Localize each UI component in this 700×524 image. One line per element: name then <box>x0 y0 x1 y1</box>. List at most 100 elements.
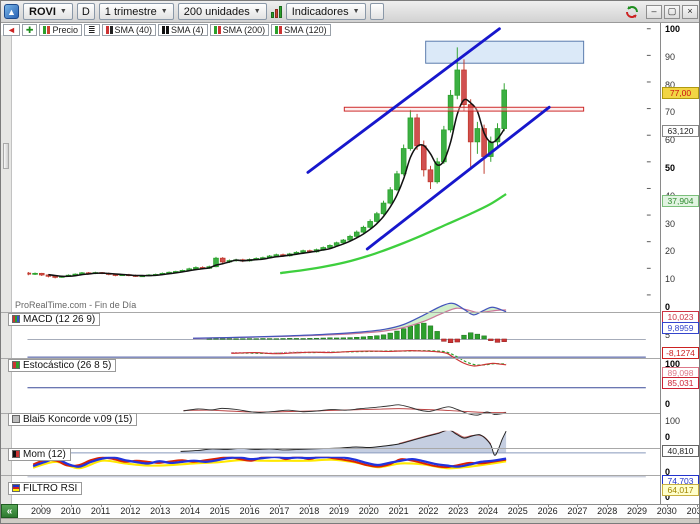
daily-button[interactable]: D <box>76 3 95 20</box>
price-axis-tick: 20 <box>665 246 676 257</box>
timeframe-dropdown[interactable]: 1 trimestre ▼ <box>98 3 174 20</box>
app-icon: ▲ <box>4 4 19 19</box>
x-axis-year-label: 2024 <box>477 506 499 516</box>
koncorde-panel-title: Blai5 Koncorde v.09 (15) <box>23 413 133 425</box>
sma-line-icon <box>275 26 283 34</box>
scroll-back-button[interactable]: « <box>1 504 18 518</box>
list-icon-button[interactable]: ≣ <box>83 24 100 36</box>
list-icon: ≣ <box>87 24 96 35</box>
indicator-axis-tick: 0 <box>665 467 671 477</box>
stochastic-k-line <box>231 350 507 367</box>
koncorde-red-line <box>183 408 507 414</box>
trendline-annotation <box>365 105 551 251</box>
symbol-label: ROVI <box>29 5 56 18</box>
x-axis-tick-mark <box>696 504 698 507</box>
window-controls: – ▢ × <box>624 4 698 20</box>
x-axis-tick-mark <box>279 504 281 507</box>
macd-icon <box>12 315 20 323</box>
main-price-panel <box>27 27 585 279</box>
x-axis-tick-mark <box>249 504 251 507</box>
indicators-dropdown[interactable]: Indicadores ▼ <box>285 3 366 20</box>
x-axis-year-label: 2031 <box>686 506 699 516</box>
sma-legend-chip[interactable]: SMA (40) <box>101 24 157 36</box>
panel-divider[interactable] <box>1 413 660 414</box>
panel-divider[interactable] <box>1 448 660 449</box>
x-axis-year-label: 2015 <box>209 506 230 516</box>
target-box-annotation <box>425 40 585 64</box>
panel-divider[interactable] <box>1 312 660 313</box>
indicator-axis-tick: 0 <box>665 492 671 502</box>
sma200-badge: 37,904 <box>662 195 699 207</box>
units-label: 200 unidades <box>183 5 250 18</box>
koncorde-panel-label[interactable]: Blai5 Koncorde v.09 (15) <box>8 413 138 426</box>
x-axis-tick-mark <box>41 504 42 507</box>
price-axis-tick: 30 <box>665 218 676 229</box>
filtro-rsi-panel-label[interactable]: FILTRO RSI <box>8 482 83 495</box>
panel-divider[interactable] <box>1 358 660 359</box>
x-axis-year-label: 2010 <box>60 506 81 516</box>
x-axis-year-label: 2025 <box>507 506 528 516</box>
x-axis-tick-mark <box>607 504 609 507</box>
x-axis-tick-mark <box>160 504 162 507</box>
sma-legend-label: SMA (40) <box>114 25 153 35</box>
level-badge: 63,120 <box>662 125 699 137</box>
price-legend-chip[interactable]: Precio <box>39 24 82 36</box>
price-axis-column[interactable] <box>660 23 699 504</box>
extra-toolbar-button[interactable] <box>369 3 384 20</box>
x-axis-year-label: 2014 <box>179 506 201 516</box>
close-button[interactable]: × <box>682 4 698 19</box>
chevron-down-icon: ▼ <box>160 8 168 15</box>
x-axis-tick-mark <box>190 504 191 507</box>
x-axis-tick-mark <box>577 504 579 507</box>
price-chart-canvas[interactable] <box>1 23 700 518</box>
x-axis-year-label: 2017 <box>269 506 290 516</box>
sma-legend-chip[interactable]: SMA (120) <box>271 24 331 36</box>
chart-legend: ◄ ✚ Precio ≣ SMA (40) SMA (4) SMA (200) SMA… <box>3 24 331 36</box>
x-axis-year-label: 2012 <box>120 506 141 516</box>
x-axis-tick-mark <box>309 504 311 507</box>
price-axis-tick: 60 <box>665 135 676 146</box>
x-axis-year-label: 2030 <box>656 506 677 516</box>
momentum-panel-label[interactable]: Mom (12) <box>8 448 71 461</box>
stochastic-panel-title: Estocástico (26 8 5) <box>23 359 112 371</box>
sma-legend-chips: SMA (40) SMA (4) SMA (200) SMA (120) <box>101 24 331 36</box>
sma-legend-chip[interactable]: SMA (4) <box>158 24 208 36</box>
left-strip-handle[interactable] <box>3 143 9 169</box>
indicator-value-badge: 64,017 <box>662 484 699 496</box>
x-axis-year-label: 2028 <box>597 506 618 516</box>
price-axis-tick: 50 <box>665 163 676 173</box>
x-axis-year-label: 2020 <box>358 506 379 516</box>
macd-panel-label[interactable]: MACD (12 26 9) <box>8 313 101 326</box>
macd-panel <box>27 302 646 343</box>
x-axis-year-label: 2011 <box>90 506 111 516</box>
time-axis-row[interactable] <box>1 504 699 518</box>
minimize-button[interactable]: – <box>646 4 662 19</box>
filtro-blue-line <box>32 456 507 468</box>
panel-divider[interactable] <box>1 475 660 476</box>
units-dropdown[interactable]: 200 unidades ▼ <box>177 3 267 20</box>
chevron-down-icon: ▼ <box>253 8 261 15</box>
x-axis-tick-mark <box>70 504 72 507</box>
sma-legend-chip[interactable]: SMA (200) <box>209 24 270 36</box>
price-axis-tick: 90 <box>665 51 676 62</box>
x-axis-tick-mark <box>339 504 340 507</box>
momentum-line <box>180 430 507 456</box>
x-axis-year-label: 2022 <box>418 506 439 516</box>
indicator-value-badge: 9,8959 <box>662 322 699 334</box>
momentum-panel <box>27 430 646 456</box>
add-series-button[interactable]: ✚ <box>21 24 38 36</box>
filtro-rsi-panel <box>27 456 646 478</box>
symbol-dropdown[interactable]: ROVI ▼ <box>23 3 73 20</box>
x-axis-tick-mark <box>458 504 460 507</box>
sma-legend-label: SMA (120) <box>284 25 327 35</box>
koncorde-black-line <box>183 404 507 416</box>
price-axis-tick: 100 <box>665 24 681 34</box>
scroll-left-button[interactable]: ◄ <box>3 24 20 36</box>
x-axis-year-label: 2021 <box>388 506 409 516</box>
x-axis-tick-mark <box>666 504 668 507</box>
stochastic-panel-label[interactable]: Estocástico (26 8 5) <box>8 359 117 372</box>
indicator-axis-tick: 100 <box>665 359 681 369</box>
refresh-icon[interactable] <box>624 4 640 20</box>
koncorde-panel <box>183 404 507 416</box>
maximize-button[interactable]: ▢ <box>664 4 680 19</box>
